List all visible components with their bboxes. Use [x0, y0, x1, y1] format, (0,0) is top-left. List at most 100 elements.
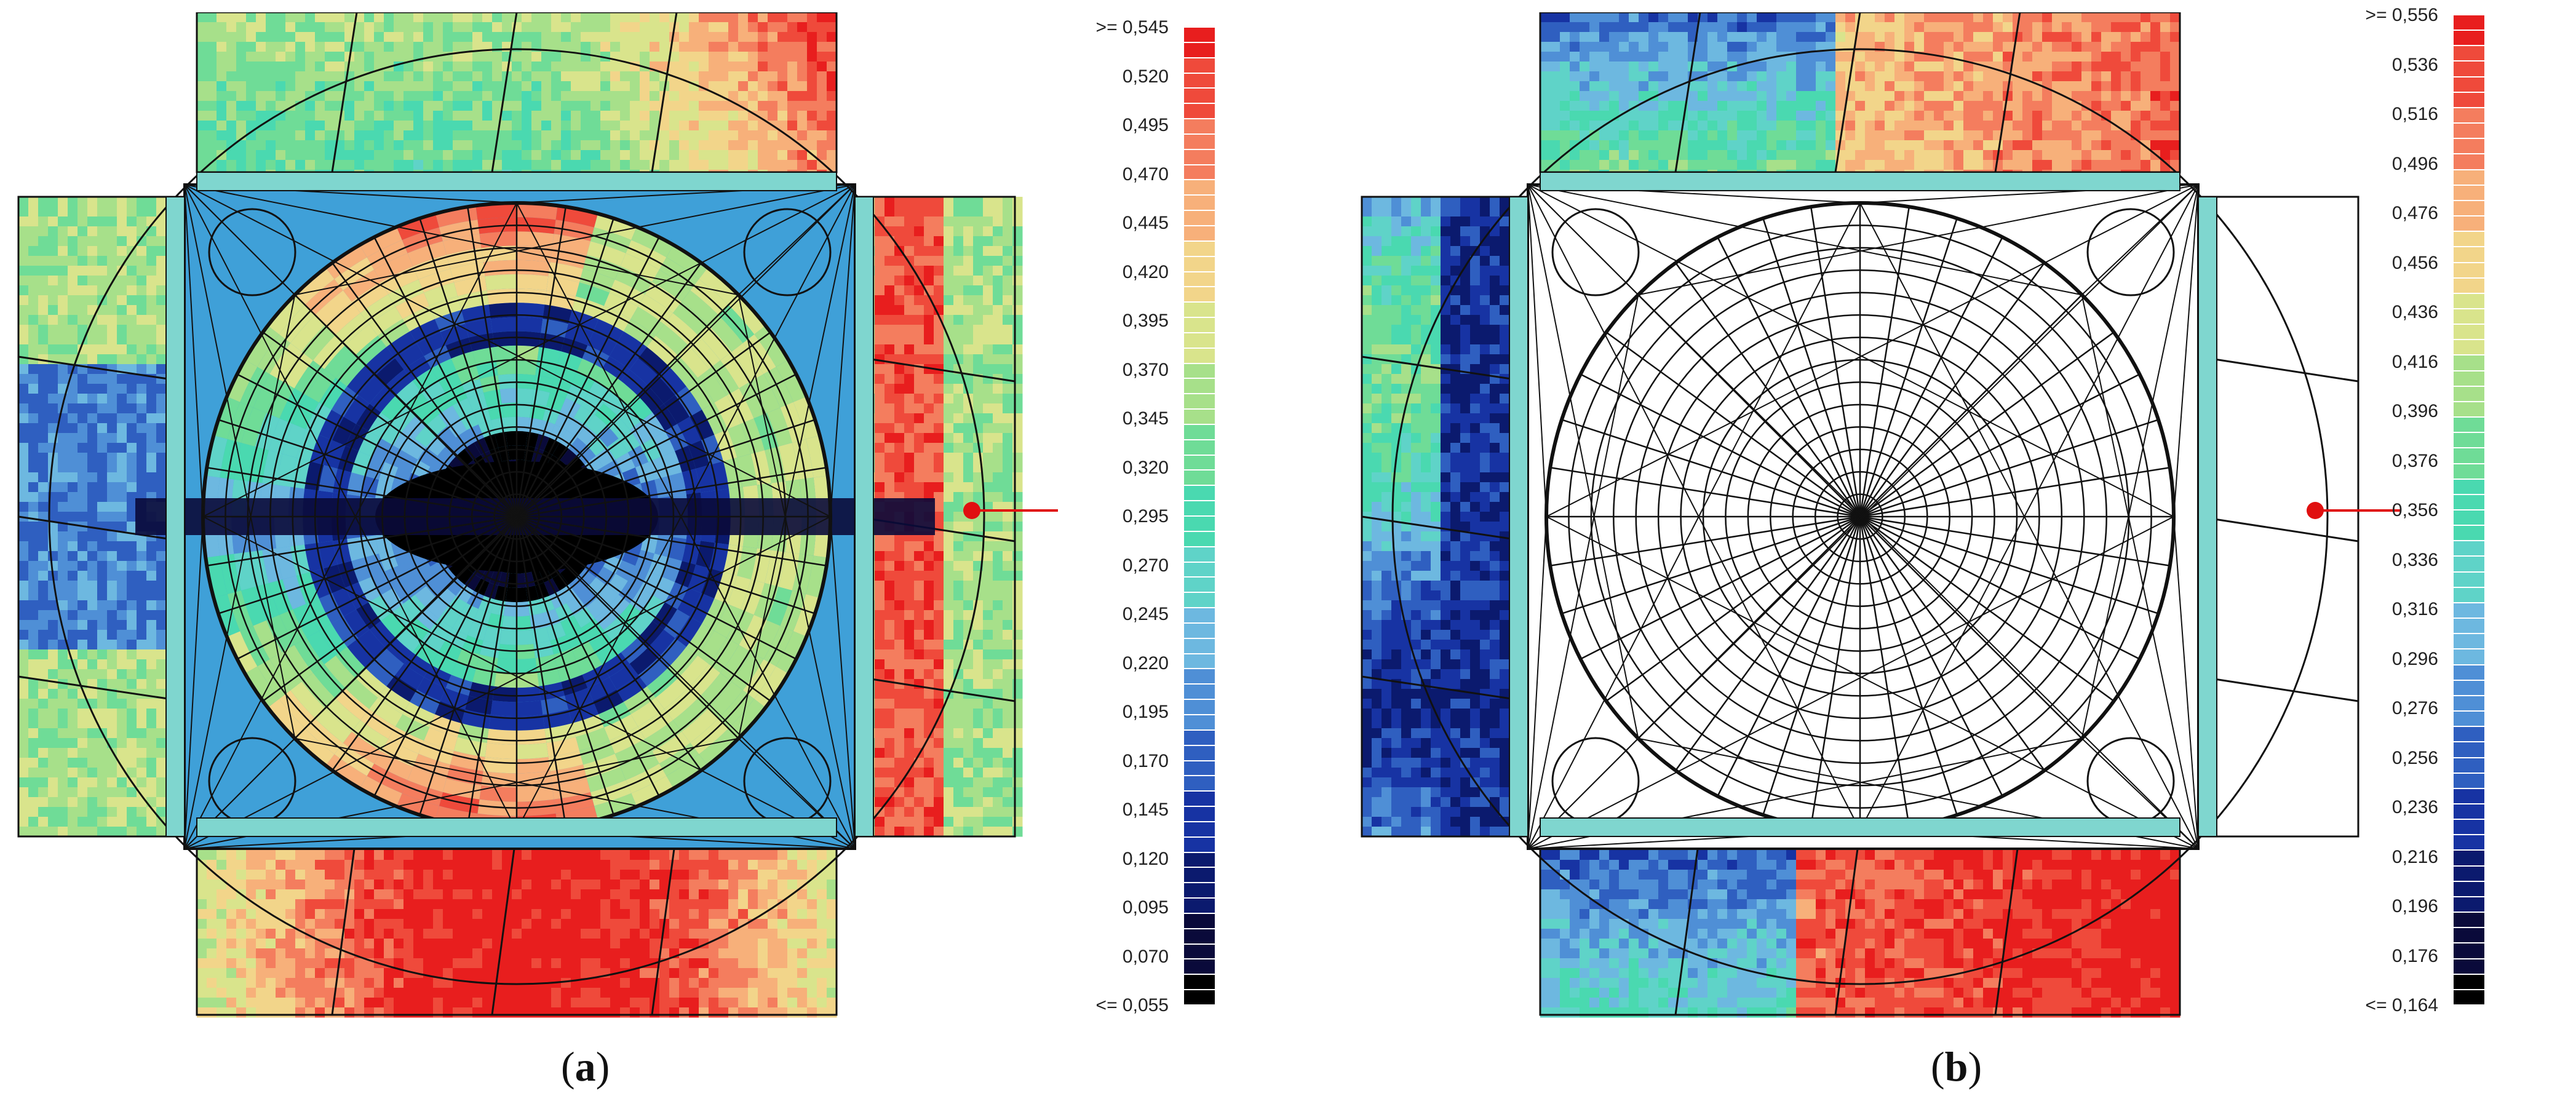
wing-top-heatmap — [196, 12, 838, 180]
legend-tick-label: 0,176 — [2391, 945, 2438, 966]
legend-color-step — [2454, 835, 2484, 850]
legend-color-step — [2454, 680, 2484, 695]
legend-color-step — [1184, 42, 1215, 57]
legend-color-step — [2454, 928, 2484, 943]
legend-color-step — [2454, 263, 2484, 277]
legend-color-step — [1184, 119, 1215, 133]
legend-tick-label: 0,496 — [2391, 153, 2438, 174]
legend-color-step — [1184, 134, 1215, 149]
legend-color-step — [2454, 557, 2484, 571]
legend-color-step — [1184, 913, 1215, 928]
legend-color-step — [1184, 531, 1215, 546]
legend-tick-label: 0,416 — [2391, 351, 2438, 372]
legend-color-step — [2454, 355, 2484, 370]
legend-color-step — [2454, 851, 2484, 865]
legend-color-step — [2454, 31, 2484, 46]
legend-tick-label: 0,270 — [1122, 555, 1169, 576]
legend-color-step — [2454, 386, 2484, 401]
legend-tick-label: 0,345 — [1122, 408, 1169, 429]
wing-top-heatmap — [1539, 12, 2181, 180]
legend-tick-label: 0,395 — [1122, 311, 1169, 331]
measurement-point-marker — [2307, 502, 2401, 519]
legend-color-step — [2454, 154, 2484, 169]
legend-color-step — [2454, 665, 2484, 680]
panel-b: >= 0,556 0,536 0,516 0,496 0,476 0,456 0,436 0,… — [1288, 0, 2576, 1120]
legend-color-step — [2454, 881, 2484, 896]
legend-color-step — [1184, 700, 1215, 714]
legend-color-step — [2454, 649, 2484, 664]
legend-color-step — [2454, 46, 2484, 61]
legend-color-step — [1184, 868, 1215, 883]
measurement-point-marker — [963, 502, 1058, 519]
legend-color-step — [1184, 471, 1215, 485]
legend-color-step — [2454, 541, 2484, 556]
legend-color-step — [1184, 730, 1215, 745]
colonnade-strips — [165, 172, 874, 837]
legend-color-step — [2454, 62, 2484, 76]
legend-color-step — [2454, 959, 2484, 974]
legend-color-step — [2454, 974, 2484, 989]
legend-tick-label: 0,536 — [2391, 54, 2438, 75]
legend-color-step — [2454, 990, 2484, 1004]
legend-color-step — [1184, 287, 1215, 302]
legend-tick-label: 0,470 — [1122, 164, 1169, 185]
legend-color-step — [2454, 170, 2484, 185]
legend-tick-label: 0,170 — [1122, 750, 1169, 771]
legend-tick-label: 0,445 — [1122, 213, 1169, 233]
legend-color-step — [2454, 185, 2484, 200]
legend-color-step — [1184, 256, 1215, 271]
legend-tick-label: 0,236 — [2391, 797, 2438, 817]
legend-color-step — [2454, 216, 2484, 231]
legend-color-step — [1184, 990, 1215, 1004]
legend-color-step — [2454, 340, 2484, 355]
outer-arc — [48, 48, 985, 985]
legend-color-step — [2454, 479, 2484, 494]
legend-color-step — [2454, 758, 2484, 772]
legend-tick-label: >= 0,556 — [2365, 5, 2438, 25]
legend-color-step — [1184, 410, 1215, 424]
legend-color-step — [2454, 464, 2484, 479]
legend-color-step — [2454, 108, 2484, 123]
legend-color-step — [1184, 73, 1215, 88]
outer-arc — [1391, 48, 2329, 985]
legend-tick-label: 0,520 — [1122, 66, 1169, 87]
legend-color-step — [2454, 494, 2484, 509]
legend-color-step — [1184, 776, 1215, 791]
legend-color-step — [2454, 634, 2484, 649]
legend-color-step — [2454, 15, 2484, 30]
legend-color-step — [2454, 77, 2484, 92]
legend-tick-label: 0,370 — [1122, 359, 1169, 380]
legend-color-step — [1184, 608, 1215, 622]
wing-bottom-heatmap — [1539, 829, 2181, 1018]
caption-a: (a) — [561, 1043, 610, 1090]
legend-color-step — [1184, 272, 1215, 287]
legend-tick-label: 0,276 — [2391, 698, 2438, 718]
legend-color-step — [1184, 165, 1215, 180]
legend-tick-label: 0,095 — [1122, 897, 1169, 918]
caption-letter-a: a — [574, 1043, 596, 1090]
floor-plan-a — [17, 12, 1058, 1018]
legend-color-step — [2454, 124, 2484, 138]
legend-color-step — [1184, 883, 1215, 898]
legend-color-step — [1184, 303, 1215, 317]
legend-tick-label: 0,420 — [1122, 261, 1169, 282]
legend-color-step — [1184, 226, 1215, 240]
color-scale-bar-a — [1184, 28, 1215, 1006]
legend-color-step — [1184, 593, 1215, 608]
legend-tick-label: 0,245 — [1122, 604, 1169, 624]
legend-color-step — [2454, 402, 2484, 417]
legend-tick-label: 0,216 — [2391, 846, 2438, 867]
legend-tick-label: 0,396 — [2391, 401, 2438, 421]
legend-color-step — [1184, 685, 1215, 699]
legend-color-step — [2454, 293, 2484, 308]
legend-labels-b: >= 0,556 0,536 0,516 0,496 0,476 0,456 0,436 0,… — [2229, 0, 2438, 1046]
legend-tick-label: 0,336 — [2391, 549, 2438, 570]
legend-color-step — [1184, 440, 1215, 455]
legend-tick-label: 0,220 — [1122, 653, 1169, 673]
legend-color-step — [2454, 92, 2484, 107]
legend-tick-label: 0,120 — [1122, 848, 1169, 869]
legend-color-step — [1184, 623, 1215, 638]
legend-color-step — [1184, 28, 1215, 42]
legend-color-step — [1184, 959, 1215, 974]
legend-color-step — [2454, 897, 2484, 912]
